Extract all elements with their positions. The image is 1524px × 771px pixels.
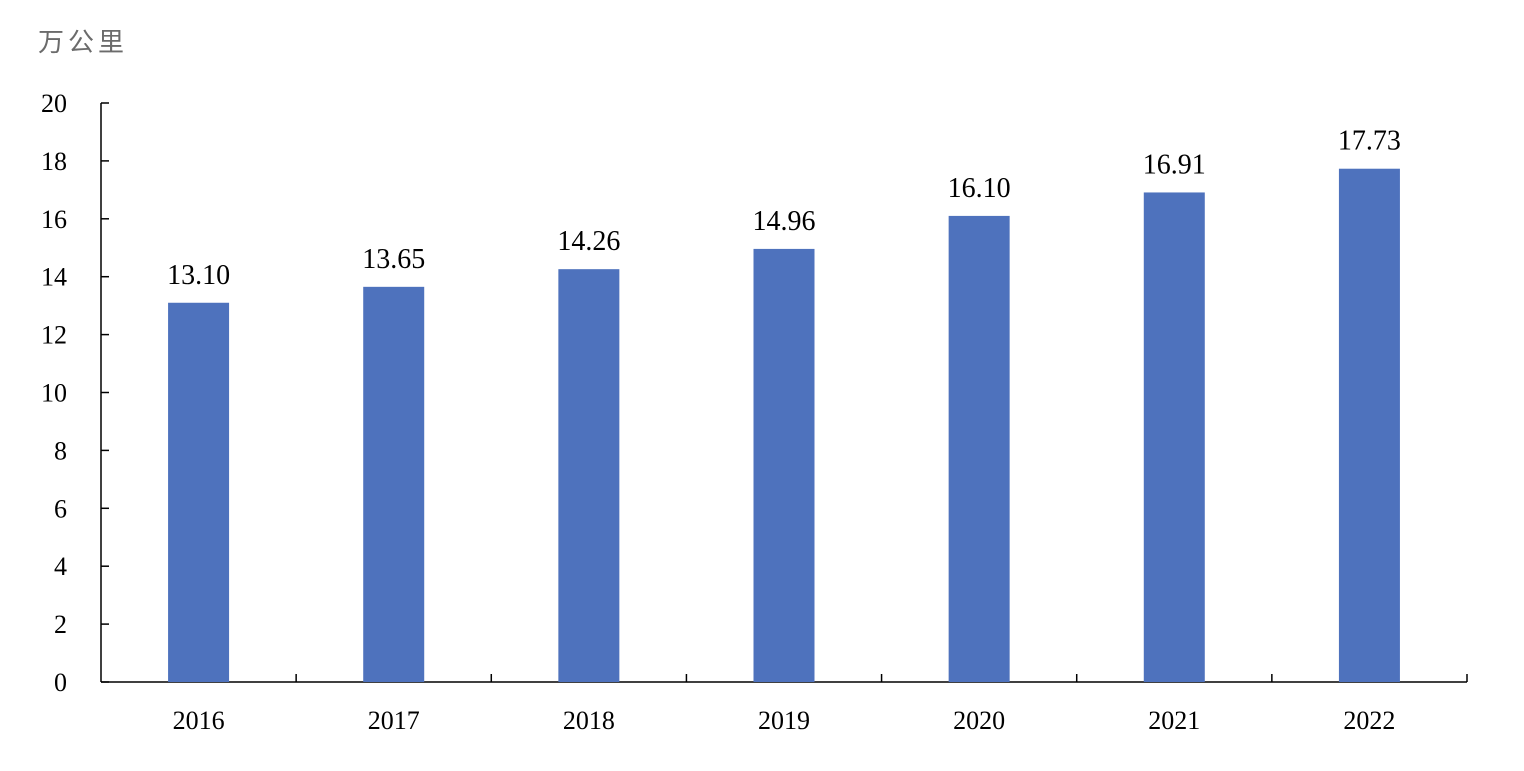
bar-2019	[753, 248, 815, 682]
data-label-2017: 13.65	[362, 244, 425, 275]
data-label-2019: 14.96	[753, 206, 816, 237]
x-tick-label-2017: 2017	[368, 706, 420, 735]
bar-2020	[948, 215, 1010, 682]
y-tick-label: 4	[54, 552, 67, 581]
y-tick-label: 18	[41, 147, 67, 176]
x-tick-label-2020: 2020	[953, 706, 1005, 735]
data-label-2018: 14.26	[557, 226, 620, 257]
x-tick-label-2022: 2022	[1343, 706, 1395, 735]
y-tick-label: 0	[54, 668, 67, 697]
y-tick-label: 6	[54, 494, 67, 523]
y-tick-label: 16	[41, 205, 67, 234]
y-tick-label: 10	[41, 379, 67, 408]
bar-2016	[168, 302, 230, 682]
y-tick-label: 20	[41, 89, 67, 118]
y-tick-label: 12	[41, 321, 67, 350]
bar-2018	[558, 269, 620, 682]
data-label-2016: 13.10	[167, 260, 230, 291]
x-tick-label-2019: 2019	[758, 706, 810, 735]
x-tick-label-2018: 2018	[563, 706, 615, 735]
y-axis-unit-label: 万公里	[38, 28, 129, 58]
y-tick-label: 8	[54, 436, 67, 465]
x-tick-label-2016: 2016	[173, 706, 225, 735]
data-label-2022: 17.73	[1338, 126, 1401, 157]
data-label-2021: 16.91	[1143, 149, 1206, 180]
data-label-2020: 16.10	[948, 173, 1011, 204]
bar-2022	[1338, 168, 1400, 683]
y-tick-label: 14	[41, 263, 67, 292]
x-tick-label-2021: 2021	[1148, 706, 1200, 735]
y-tick-label: 2	[54, 610, 67, 639]
bar-2021	[1143, 192, 1205, 682]
bar-2017	[363, 286, 425, 682]
